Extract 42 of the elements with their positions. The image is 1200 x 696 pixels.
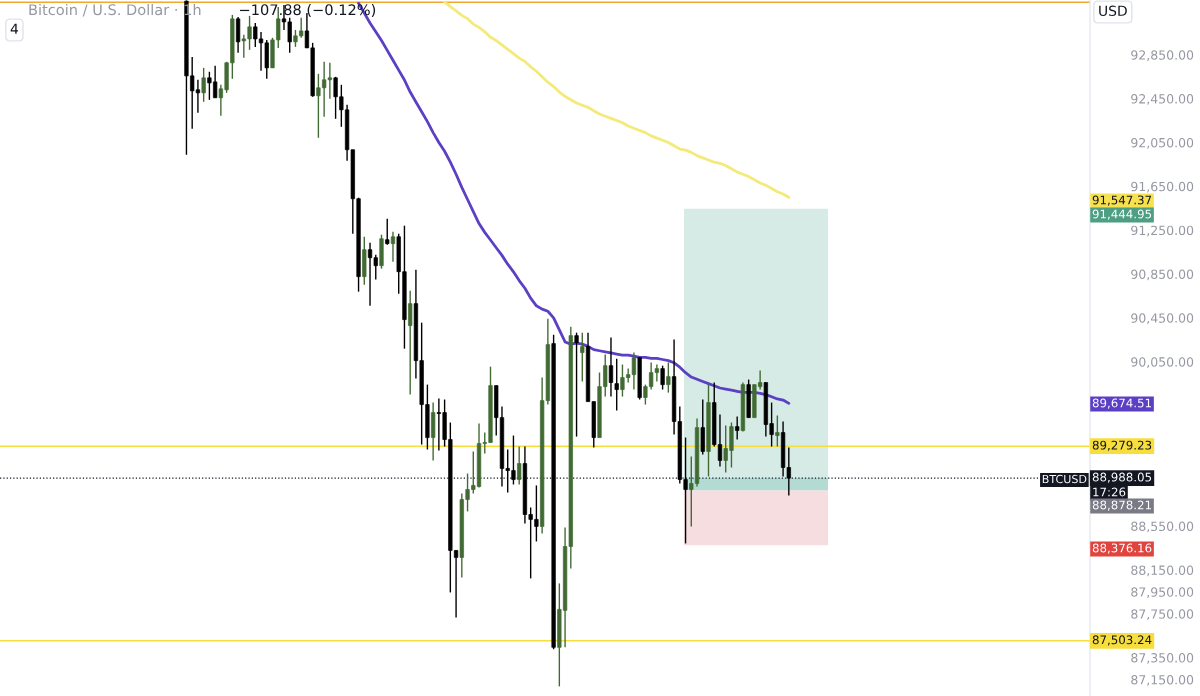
y-tick-label: 88,550.00 (1131, 521, 1194, 533)
candlestick (408, 289, 413, 396)
text: 88,878.21 (1092, 500, 1151, 511)
y-tick-label: 87,750.00 (1131, 609, 1194, 620)
y-tick-label: 92,450.00 (1131, 94, 1194, 105)
candlestick (390, 231, 396, 263)
ref-line-label: 89,279.23 (1092, 440, 1152, 451)
candlestick (517, 445, 522, 486)
line-series (443, 0, 791, 199)
y-tick-label: 92,850.00 (1131, 50, 1194, 62)
annotation: 4 (10, 23, 19, 34)
text: 91,547.37 (1092, 195, 1152, 206)
y-tick-label: 88,150.00 (1131, 565, 1194, 577)
candlestick (574, 331, 579, 438)
y-tick-label: 92,050.00 (1131, 137, 1194, 149)
candlestick (735, 415, 740, 441)
text: 91,444.95 (1092, 209, 1152, 220)
ref-line-label: 87,503.24 (1092, 635, 1152, 646)
candlestick (580, 331, 585, 383)
annotation: BTCUSD (1042, 474, 1087, 484)
y-tick-label: 90,850.00 (1131, 269, 1194, 281)
y-tick-label: 90,450.00 (1131, 313, 1194, 325)
text: 17:26 (1093, 487, 1126, 497)
ref-line-label: 88,988.05 (1092, 472, 1152, 483)
text: USD (1099, 5, 1127, 17)
text: 89,674.51 (1092, 398, 1151, 409)
candlestick (614, 357, 619, 412)
candlestick (235, 16, 241, 54)
y-tick-label: 87,950.00 (1131, 587, 1194, 599)
candlestick (608, 336, 614, 398)
candlestick (700, 398, 705, 456)
y-tick-label: 91,250.00 (1131, 225, 1194, 237)
y-tick-label: 91,650.00 (1131, 181, 1194, 193)
candlestick (666, 361, 671, 394)
candlestick (775, 414, 780, 448)
y-tick-label: 90,050.00 (1131, 357, 1194, 368)
candlestick (660, 364, 665, 391)
y-tick-label: 87,350.00 (1131, 653, 1194, 664)
y-tick-label: 87,150.00 (1131, 675, 1194, 686)
text: 88,376.16 (1092, 543, 1152, 554)
candlestick (385, 217, 390, 246)
candlestick (201, 67, 206, 103)
